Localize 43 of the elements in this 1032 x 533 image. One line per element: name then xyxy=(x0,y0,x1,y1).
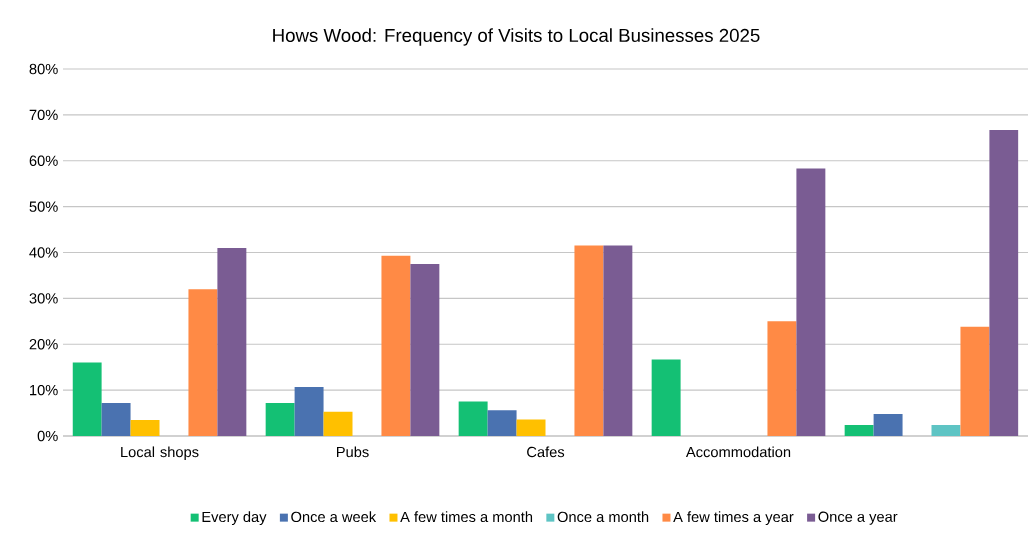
y-tick-label: 50% xyxy=(29,201,58,212)
bar xyxy=(72,362,102,436)
y-tick-label: 40% xyxy=(29,247,58,258)
bar xyxy=(188,289,218,436)
bar xyxy=(323,411,353,436)
y-tick-label: 60% xyxy=(29,155,58,166)
bar xyxy=(130,419,160,436)
bar xyxy=(265,402,295,436)
y-tick-label: 10% xyxy=(30,384,58,396)
bar xyxy=(931,424,961,436)
legend-label: A few times a month xyxy=(400,511,533,523)
bar xyxy=(574,245,604,436)
bar xyxy=(844,424,874,436)
legend-label: Once a month xyxy=(557,511,649,523)
bar xyxy=(217,247,247,436)
x-tick-label: Accommodation xyxy=(685,446,791,458)
legend-label: A few times a year xyxy=(673,511,794,525)
bar xyxy=(767,321,797,436)
y-tick-label: 30% xyxy=(29,293,58,304)
legend-label: Every day xyxy=(202,511,267,525)
legend-label: Once a week xyxy=(291,511,377,523)
bar xyxy=(873,413,903,436)
bar xyxy=(960,326,990,436)
bar xyxy=(381,255,411,436)
bar xyxy=(410,263,440,436)
x-tick-label: Local shops xyxy=(121,446,199,461)
bar xyxy=(989,130,1019,436)
bar xyxy=(516,419,546,436)
y-tick-label: 0% xyxy=(37,430,58,442)
y-tick-label: 20% xyxy=(29,339,58,350)
bar xyxy=(796,168,826,436)
bar xyxy=(487,410,517,436)
x-tick-label: Pubs xyxy=(337,446,369,458)
bar xyxy=(458,401,488,436)
bar xyxy=(603,245,633,436)
bar xyxy=(651,359,681,436)
y-tick-label: 70% xyxy=(29,109,58,121)
y-tick-label: 80% xyxy=(29,63,58,75)
bar xyxy=(101,402,131,436)
legend-label: Once a year xyxy=(818,511,898,525)
chart-title: Hows Wood: Frequency of Visits to Local Businesses 2025 xyxy=(273,28,760,46)
x-tick-label: Cafes xyxy=(527,446,565,458)
bar xyxy=(294,386,324,436)
